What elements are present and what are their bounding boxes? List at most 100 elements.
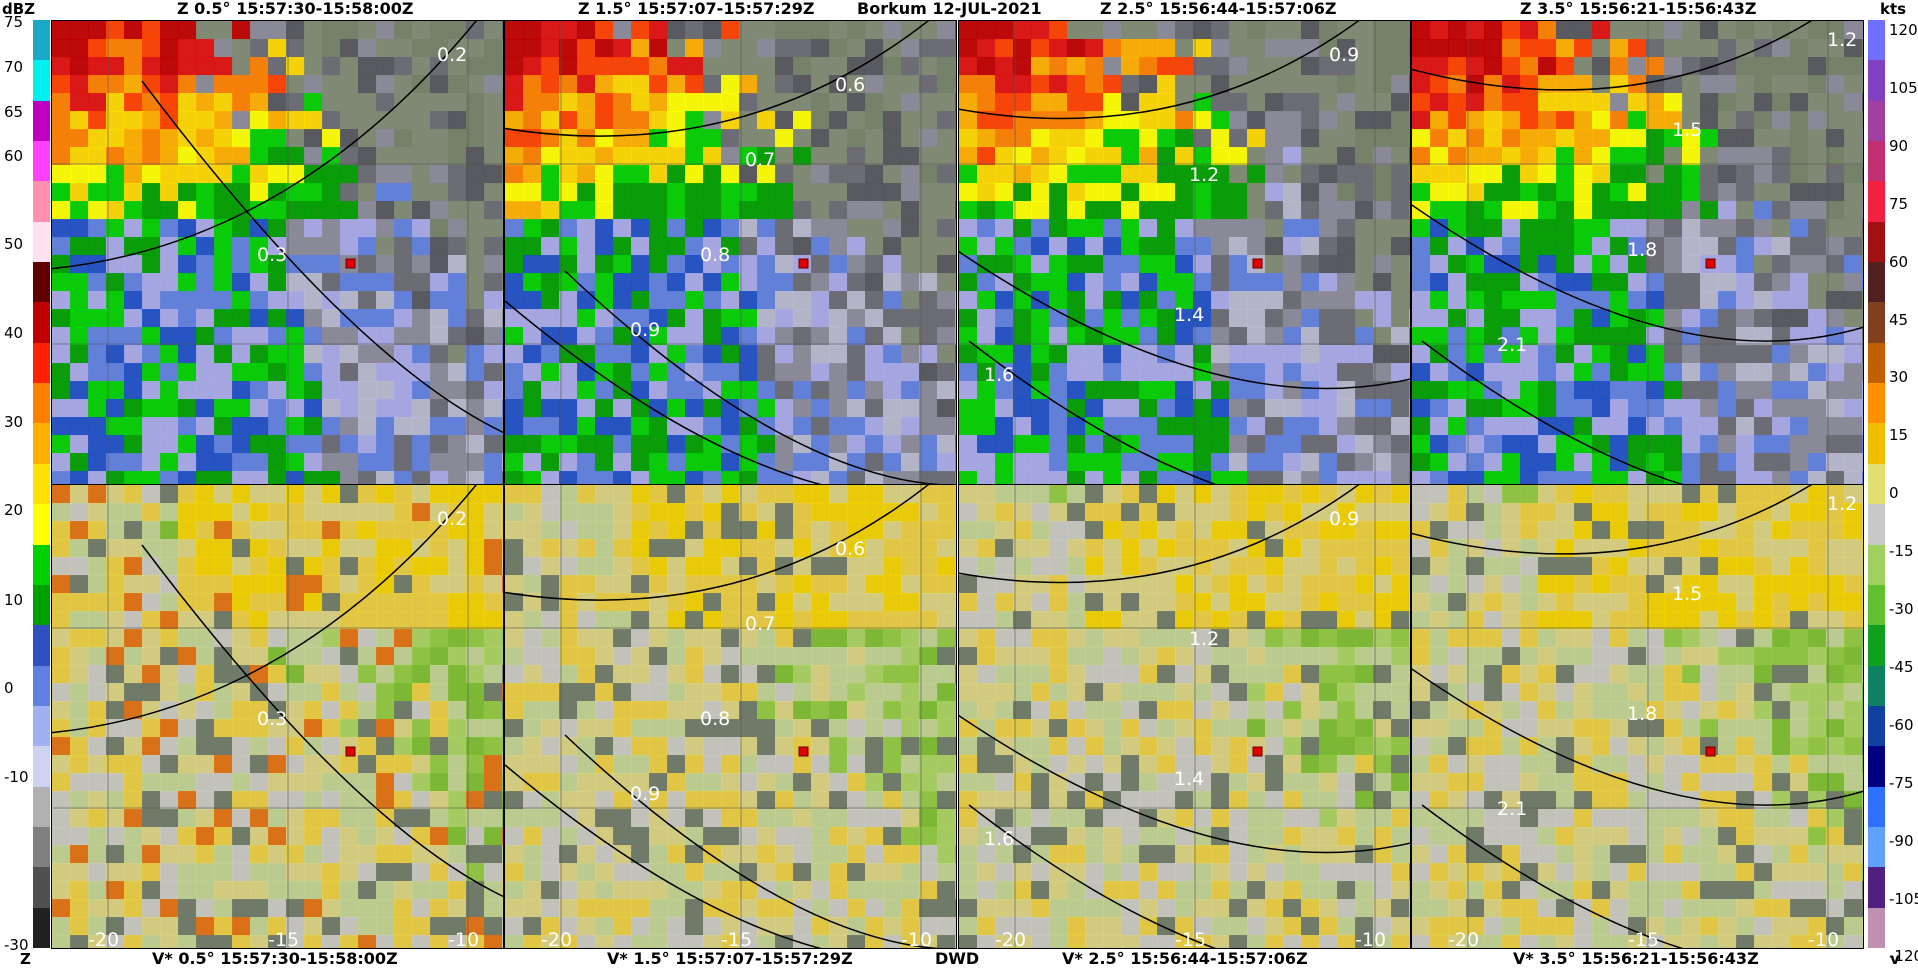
height-contour-label: 0.2 <box>437 508 467 530</box>
radar-pixel <box>304 845 323 864</box>
location-marker[interactable] <box>1252 258 1263 269</box>
location-marker[interactable] <box>345 258 356 269</box>
radar-pixel <box>412 75 431 94</box>
radar-pixel <box>613 453 632 472</box>
radar-pixel <box>703 129 722 148</box>
radar-pixel <box>775 503 794 522</box>
radar-pixel <box>721 417 740 436</box>
radar-pixel <box>466 917 485 936</box>
radar-pixel <box>394 255 413 274</box>
radar-pixel <box>286 701 305 720</box>
radar-pixel <box>502 291 503 310</box>
location-marker[interactable] <box>1252 746 1263 757</box>
radar-pixel <box>1319 345 1338 364</box>
radar-pixel <box>88 485 107 504</box>
radar-pixel <box>106 755 125 774</box>
location-marker[interactable] <box>345 746 356 757</box>
radar-pixel <box>811 309 830 328</box>
radar-pixel <box>322 611 341 630</box>
radar-pixel <box>1283 485 1302 504</box>
radar-pixel <box>1301 147 1320 166</box>
radar-pixel <box>977 557 996 576</box>
radar-pixel <box>1466 273 1485 292</box>
radar-pixel <box>1049 647 1068 666</box>
radar-pixel <box>1301 791 1320 810</box>
reflectivity-panel-35[interactable]: 1.2 1.5 1.8 2.1 <box>1411 20 1864 485</box>
radar-pixel <box>847 183 866 202</box>
radar-pixel <box>250 629 269 648</box>
radar-pixel <box>865 309 884 328</box>
radar-pixel <box>703 755 722 774</box>
radar-pixel <box>1409 255 1410 274</box>
radar-pixel <box>70 453 89 472</box>
radar-pixel <box>865 453 884 472</box>
radar-pixel <box>412 899 431 918</box>
velocity-panel-25[interactable]: 0.9 1.2 1.4 1.6 -20 -15 -10 <box>958 484 1411 949</box>
reflectivity-panel-25[interactable]: 0.9 1.2 1.4 1.6 <box>958 20 1411 485</box>
radar-pixel <box>394 791 413 810</box>
radar-pixel <box>613 557 632 576</box>
velocity-panel-15[interactable]: 0.6 0.7 0.8 0.9 -20 -15 -10 <box>504 484 957 949</box>
radar-pixel <box>1808 111 1827 130</box>
radar-pixel <box>268 791 287 810</box>
radar-pixel <box>1862 273 1863 292</box>
radar-pixel <box>685 809 704 828</box>
location-marker[interactable] <box>798 258 809 269</box>
radar-pixel <box>412 503 431 522</box>
radar-pixel <box>1211 435 1230 454</box>
reflectivity-panel-15[interactable]: 0.6 0.7 0.8 0.9 <box>504 20 957 485</box>
radar-pixel <box>1067 557 1086 576</box>
radar-pixel <box>1574 147 1593 166</box>
radar-pixel <box>523 363 542 382</box>
radar-pixel <box>685 381 704 400</box>
radar-pixel <box>1013 147 1032 166</box>
radar-pixel <box>142 399 161 418</box>
radar-pixel <box>358 899 377 918</box>
radar-pixel <box>1049 75 1068 94</box>
radar-pixel <box>1301 129 1320 148</box>
radar-pixel <box>995 57 1014 76</box>
radar-pixel <box>1319 381 1338 400</box>
location-marker[interactable] <box>798 746 809 757</box>
radar-pixel <box>1031 111 1050 130</box>
radar-pixel <box>124 683 143 702</box>
radar-pixel <box>1175 327 1194 346</box>
radar-pixel <box>865 345 884 364</box>
radar-pixel <box>919 485 938 504</box>
radar-pixel <box>376 881 395 900</box>
radar-pixel <box>286 75 305 94</box>
radar-pixel <box>703 611 722 630</box>
radar-pixel <box>977 363 996 382</box>
velocity-panel-35[interactable]: 1.2 1.5 1.8 2.1 -20 -15 -10 <box>1411 484 1864 949</box>
radar-pixel <box>667 539 686 558</box>
radar-pixel <box>52 201 71 220</box>
radar-pixel <box>1520 435 1539 454</box>
radar-pixel <box>142 147 161 166</box>
radar-pixel <box>448 111 467 130</box>
radar-pixel <box>1139 503 1158 522</box>
radar-pixel <box>1430 147 1449 166</box>
radar-pixel <box>613 755 632 774</box>
radar-pixel <box>523 665 542 684</box>
radar-pixel <box>1466 219 1485 238</box>
radar-pixel <box>1556 219 1575 238</box>
radar-pixel <box>1175 899 1194 918</box>
radar-pixel <box>160 647 179 666</box>
radar-pixel <box>1157 485 1176 504</box>
reflectivity-panel-05[interactable]: 0.2 0.3 <box>51 20 504 485</box>
radar-pixel <box>88 273 107 292</box>
colorbar-swatch <box>33 141 50 182</box>
radar-pixel <box>1646 453 1665 472</box>
location-marker[interactable] <box>1705 258 1716 269</box>
radar-pixel <box>1391 57 1410 76</box>
radar-pixel <box>214 435 233 454</box>
radar-pixel <box>505 21 524 40</box>
radar-pixel <box>88 755 107 774</box>
radar-pixel <box>250 435 269 454</box>
radar-pixel <box>1067 935 1086 948</box>
radar-pixel <box>1718 363 1737 382</box>
radar-pixel <box>901 917 920 936</box>
radar-pixel <box>304 557 323 576</box>
height-contour <box>959 485 1360 584</box>
velocity-panel-05[interactable]: 0.2 0.3 -20 -15 -10 <box>51 484 504 949</box>
